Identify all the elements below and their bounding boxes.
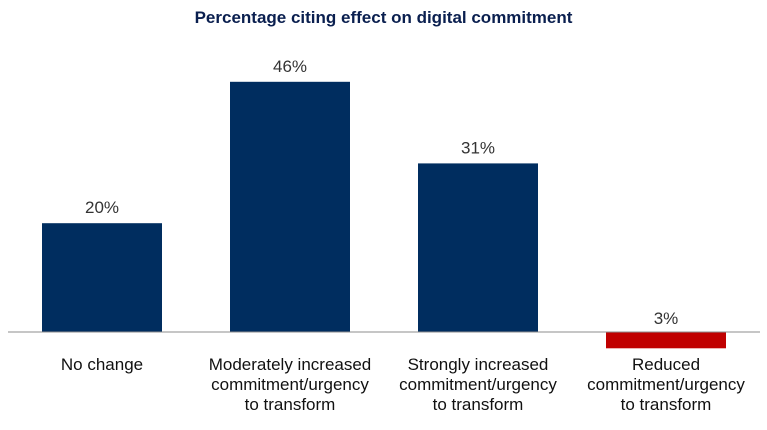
bar-1 bbox=[230, 81, 350, 332]
bar-0 bbox=[42, 223, 162, 332]
data-label-1: 46% bbox=[273, 57, 307, 76]
category-label-0: No change bbox=[61, 355, 143, 374]
category-label-3: Reduced commitment/urgency to transform bbox=[587, 355, 745, 414]
category-label-1: Moderately increased commitment/urgency to… bbox=[209, 355, 372, 414]
data-label-3: 3% bbox=[654, 309, 679, 328]
data-label-2: 31% bbox=[461, 138, 495, 157]
category-label-2: Strongly increased commitment/urgency to t… bbox=[399, 355, 557, 414]
bar-3 bbox=[606, 332, 726, 349]
chart-title: Percentage citing effect on digital comm… bbox=[194, 8, 573, 27]
bar-2 bbox=[418, 163, 538, 332]
data-label-0: 20% bbox=[85, 198, 119, 217]
